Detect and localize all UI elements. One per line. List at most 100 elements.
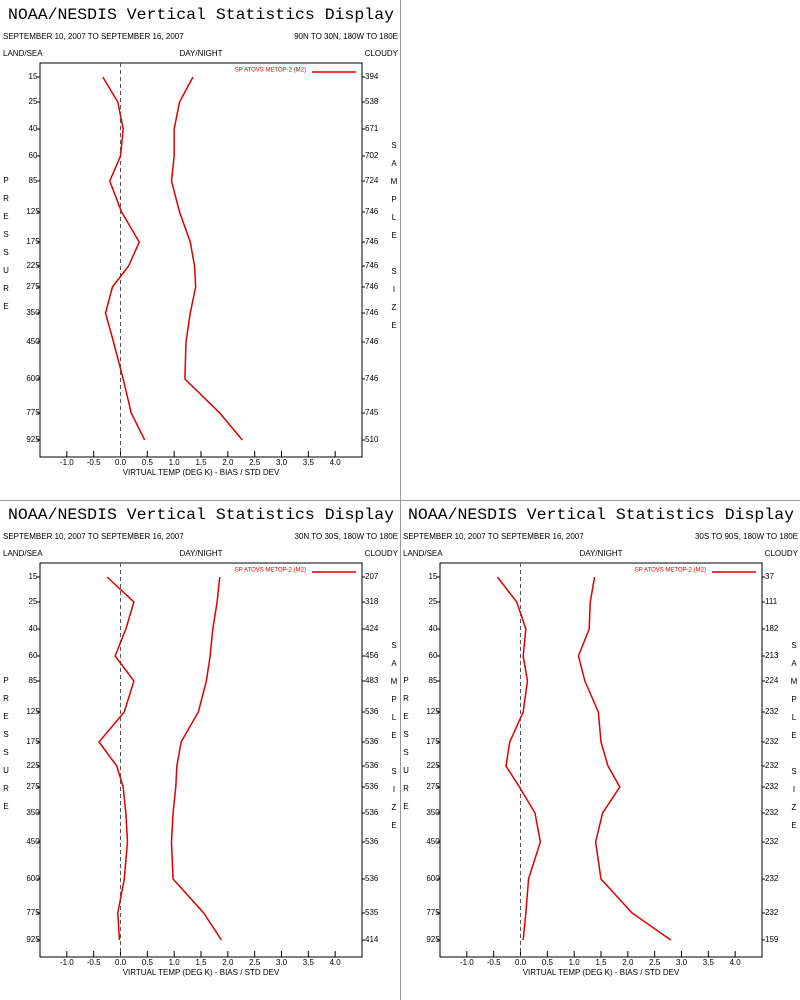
x-tick-label: 1.5 — [195, 458, 207, 467]
sample-size: 207 — [365, 572, 379, 581]
profile-line — [496, 576, 542, 941]
sample-size: 37 — [765, 572, 774, 581]
x-tick-label: 3.0 — [276, 958, 288, 967]
sample-size: 483 — [365, 676, 379, 685]
y-tick-label: 775 — [26, 408, 40, 417]
sample-size: 746 — [365, 374, 379, 383]
x-tick-label: 2.0 — [622, 958, 634, 967]
sample-size: 746 — [365, 207, 379, 216]
sample-size: 746 — [365, 337, 379, 346]
sample-size: 538 — [365, 97, 379, 106]
y-tick-label: 350 — [26, 808, 40, 817]
legend-label: SP ATOVS METOP-2 (M2) — [635, 568, 706, 574]
x-tick-label: -0.5 — [487, 958, 501, 967]
y-tick-label: 25 — [29, 597, 38, 606]
y-tick-label: 275 — [426, 782, 440, 791]
x-tick-label: 1.0 — [169, 958, 181, 967]
date-range: SEPTEMBER 10, 2007 TO SEPTEMBER 16, 2007 — [403, 532, 584, 541]
x-tick-label: 4.0 — [330, 458, 342, 467]
y-tick-label: 85 — [29, 676, 38, 685]
y-tick-label: 25 — [429, 597, 438, 606]
corner-label: DAY/NIGHT — [180, 549, 223, 558]
sample-size: 746 — [365, 282, 379, 291]
sample-size: 232 — [765, 808, 779, 817]
y-tick-label: 225 — [426, 761, 440, 770]
sample-size: 536 — [365, 808, 379, 817]
chart-title: NOAA/NESDIS Vertical Statistics Display — [8, 6, 394, 24]
x-tick-label: 1.0 — [169, 458, 181, 467]
profile-line — [98, 576, 135, 941]
corner-label: DAY/NIGHT — [180, 49, 223, 58]
y-tick-label: 175 — [26, 737, 40, 746]
date-range: SEPTEMBER 10, 2007 TO SEPTEMBER 16, 2007 — [3, 532, 184, 541]
x-tick-label: 2.0 — [222, 958, 234, 967]
x-tick-label: 1.5 — [195, 958, 207, 967]
x-axis-label: VIRTUAL TEMP (DEG K) - BIAS / STD DEV — [523, 968, 680, 977]
sample-size: 746 — [365, 237, 379, 246]
profile-line — [170, 76, 243, 441]
plot-frame — [39, 562, 363, 958]
plot-frame — [39, 62, 363, 458]
x-tick-label: 3.0 — [676, 958, 688, 967]
x-tick-label: 2.0 — [222, 458, 234, 467]
chart-panel: NOAA/NESDIS Vertical Statistics Display S… — [3, 6, 399, 477]
y-tick-label: 275 — [26, 782, 40, 791]
sample-size: 536 — [365, 782, 379, 791]
y-tick-label: 225 — [26, 261, 40, 270]
sample-size: 724 — [365, 176, 379, 185]
x-tick-label: 2.5 — [249, 958, 261, 967]
region: 30N TO 30S, 180W TO 180E — [295, 532, 398, 541]
x-tick-label: 1.5 — [595, 958, 607, 967]
y-tick-label: 450 — [26, 837, 40, 846]
x-tick-label: -1.0 — [60, 458, 74, 467]
sample-size: 536 — [365, 837, 379, 846]
y-tick-label: 600 — [426, 874, 440, 883]
y-tick-label: 600 — [26, 874, 40, 883]
y-tick-label: 60 — [29, 151, 38, 160]
sample-size: 232 — [765, 737, 779, 746]
legend-label: SP ATOVS METOP-2 (M2) — [235, 68, 306, 74]
chart-title: NOAA/NESDIS Vertical Statistics Display — [8, 506, 394, 524]
sample-size: 536 — [365, 874, 379, 883]
y-tick-label: 60 — [429, 651, 438, 660]
y-tick-label: 225 — [26, 761, 40, 770]
sample-size: 232 — [765, 908, 779, 917]
y-tick-label: 450 — [26, 337, 40, 346]
sample-size: 182 — [765, 624, 779, 633]
y-tick-label: 350 — [426, 808, 440, 817]
x-tick-label: 1.0 — [569, 958, 581, 967]
sample-size: 213 — [765, 651, 779, 660]
sample-size: 746 — [365, 261, 379, 270]
y-tick-label: 925 — [26, 435, 40, 444]
x-tick-label: -0.5 — [87, 458, 101, 467]
legend-label: SP ATOVS METOP-2 (M2) — [235, 568, 306, 574]
sample-size: 414 — [365, 935, 379, 944]
sample-size: 232 — [765, 874, 779, 883]
sample-size: 746 — [365, 308, 379, 317]
profile-line — [102, 76, 146, 441]
sample-size: 224 — [765, 676, 779, 685]
sample-size: 536 — [365, 707, 379, 716]
corner-label: LAND/SEA — [3, 549, 43, 558]
y-tick-label: 350 — [26, 308, 40, 317]
sample-size: 318 — [365, 597, 379, 606]
y-tick-label: 125 — [426, 707, 440, 716]
x-tick-label: 3.5 — [303, 458, 315, 467]
y-tick-label: 40 — [29, 624, 38, 633]
corner-label: CLOUDY — [365, 549, 399, 558]
region: 30S TO 90S, 180W TO 180E — [695, 532, 798, 541]
x-tick-label: 0.0 — [115, 458, 127, 467]
x-tick-label: 0.5 — [142, 958, 154, 967]
sample-size: 535 — [365, 908, 379, 917]
sample-size: 536 — [365, 737, 379, 746]
y-tick-label: 40 — [29, 124, 38, 133]
y-tick-label: 450 — [426, 837, 440, 846]
corner-label: CLOUDY — [765, 549, 799, 558]
y-tick-label: 85 — [429, 676, 438, 685]
x-tick-label: 0.5 — [142, 458, 154, 467]
x-tick-label: 3.5 — [303, 958, 315, 967]
